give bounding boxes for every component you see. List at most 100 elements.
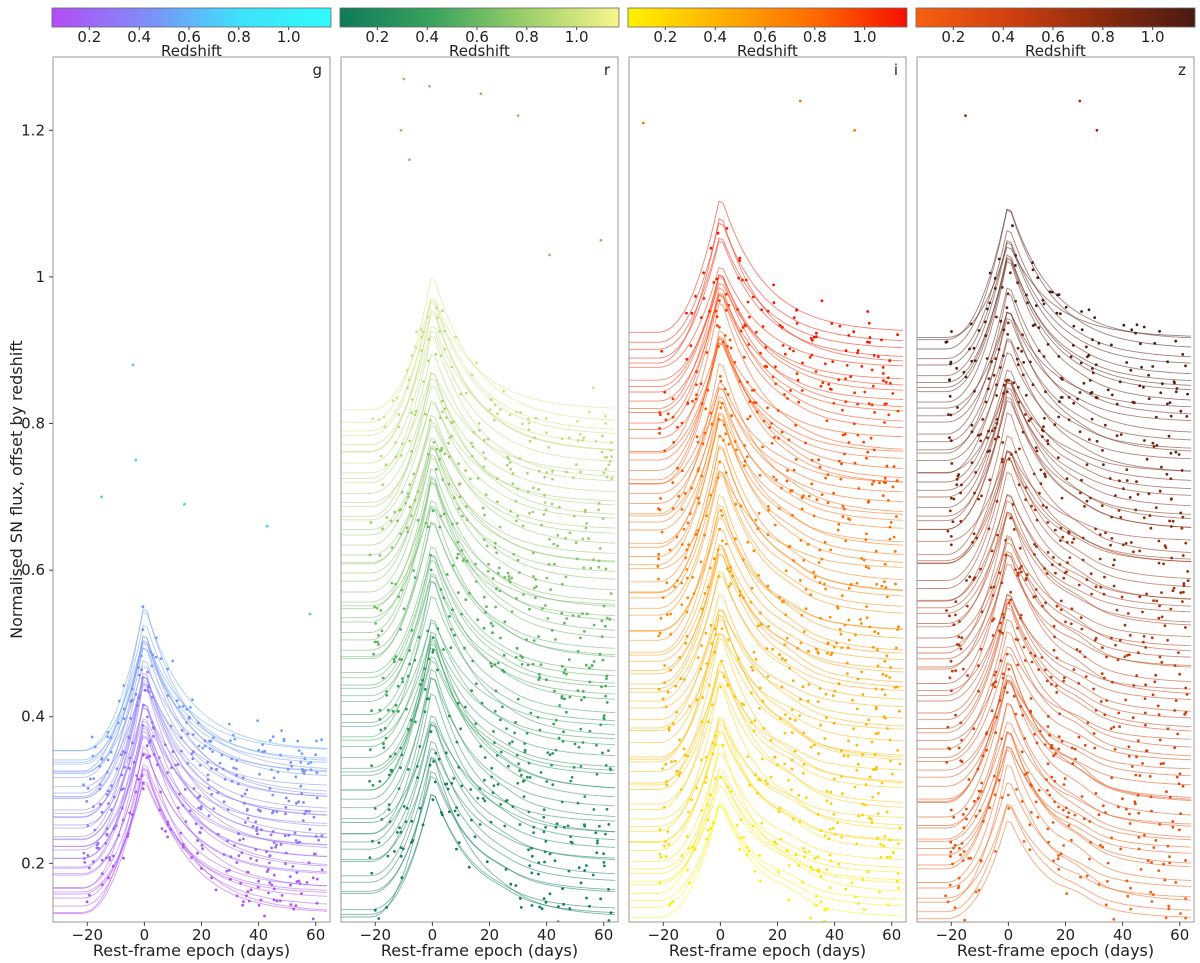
data-point — [838, 628, 842, 631]
data-point — [1064, 620, 1067, 624]
data-point — [980, 494, 983, 498]
data-point — [824, 692, 828, 696]
data-point — [1106, 388, 1110, 392]
data-point — [783, 643, 787, 647]
light-curve — [629, 802, 904, 902]
light-curve — [629, 447, 904, 593]
data-point — [1006, 793, 1010, 797]
data-point — [1110, 343, 1113, 347]
data-point — [533, 586, 536, 590]
data-point — [801, 771, 805, 775]
data-point — [999, 659, 1003, 663]
data-point — [1147, 373, 1150, 377]
data-point — [1147, 492, 1151, 496]
data-point — [952, 815, 956, 819]
x-tick-label: 40 — [249, 926, 268, 944]
data-point — [1095, 439, 1099, 443]
data-point — [851, 698, 854, 702]
data-point — [855, 581, 859, 585]
data-point — [677, 494, 681, 498]
data-point — [1056, 456, 1060, 460]
data-point — [695, 786, 699, 790]
data-point — [143, 688, 147, 692]
data-point — [546, 617, 550, 620]
data-point — [657, 552, 661, 556]
data-point — [665, 581, 669, 585]
data-point — [413, 413, 417, 417]
data-point — [948, 436, 951, 440]
data-point — [371, 417, 375, 420]
data-point — [424, 412, 427, 416]
data-point — [863, 390, 867, 394]
data-point — [964, 375, 968, 379]
data-point — [955, 366, 959, 370]
data-point — [391, 399, 395, 403]
light-curve — [917, 602, 1192, 721]
data-point — [1036, 276, 1040, 280]
data-point — [794, 458, 798, 461]
data-point — [1044, 390, 1047, 394]
data-point — [401, 847, 405, 851]
light-curve — [629, 387, 904, 494]
data-point — [1088, 857, 1091, 861]
data-point — [882, 715, 886, 718]
data-point — [268, 739, 272, 742]
data-point — [844, 539, 848, 543]
data-point — [671, 481, 675, 484]
data-point — [1115, 402, 1119, 406]
data-point — [825, 716, 828, 720]
data-point — [198, 763, 202, 767]
data-point — [581, 612, 584, 615]
data-point — [578, 433, 582, 436]
data-point — [392, 658, 396, 661]
data-point — [879, 842, 883, 846]
data-point — [1152, 599, 1155, 602]
data-point — [790, 767, 794, 771]
data-point — [458, 482, 462, 485]
data-point — [381, 676, 385, 680]
data-point — [1063, 571, 1067, 575]
data-point — [774, 478, 778, 482]
data-point — [949, 840, 953, 844]
data-point — [565, 672, 568, 676]
data-point — [537, 488, 540, 491]
data-point — [551, 470, 554, 473]
light-curve — [341, 677, 616, 835]
data-point — [1002, 616, 1006, 619]
data-point — [428, 419, 432, 422]
data-point — [894, 582, 897, 586]
data-point — [247, 899, 251, 903]
data-point — [841, 515, 845, 519]
data-point — [233, 737, 237, 741]
plot-frame — [916, 56, 1195, 923]
data-point — [754, 657, 758, 661]
data-point — [440, 410, 444, 414]
y-tick-label: 0.6 — [21, 561, 45, 579]
data-point — [1001, 631, 1004, 635]
data-point — [700, 758, 703, 762]
light-curve — [629, 335, 904, 471]
light-curve — [917, 246, 1192, 338]
data-point — [378, 554, 382, 557]
data-point — [1059, 539, 1062, 542]
data-point — [1135, 755, 1138, 759]
data-point — [563, 825, 566, 829]
data-point — [892, 465, 896, 468]
data-point — [705, 514, 708, 518]
data-point — [946, 725, 950, 729]
data-point — [521, 656, 524, 660]
data-point — [949, 659, 953, 663]
data-point — [896, 842, 900, 845]
data-point — [589, 566, 593, 570]
data-point — [455, 806, 458, 809]
data-point — [116, 721, 120, 725]
data-point — [1001, 672, 1005, 676]
data-point — [841, 792, 844, 796]
data-point — [553, 562, 556, 566]
data-point — [499, 803, 503, 806]
data-point — [1024, 498, 1028, 501]
data-point — [953, 843, 957, 847]
data-point — [1020, 349, 1023, 353]
data-point — [410, 819, 414, 823]
data-point — [695, 383, 698, 387]
